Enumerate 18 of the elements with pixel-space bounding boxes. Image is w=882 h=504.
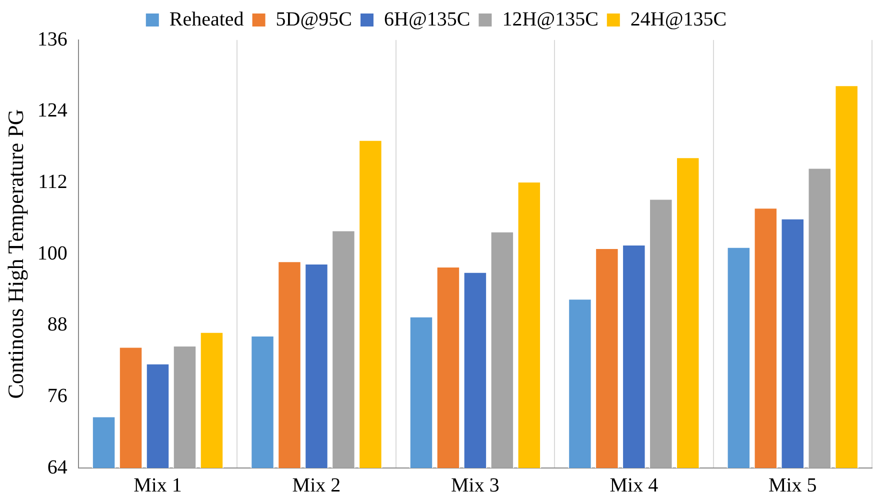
x-tick-label: Mix 3 bbox=[451, 474, 500, 496]
x-tick-label: Mix 2 bbox=[292, 474, 341, 496]
y-tick-label: 64 bbox=[47, 456, 68, 478]
legend-label: Reheated bbox=[169, 8, 244, 30]
y-axis-title: Continous High Temperature PG bbox=[2, 109, 28, 399]
legend-label: 12H@135C bbox=[502, 8, 598, 30]
legend-label: 6H@135C bbox=[384, 8, 470, 30]
y-tick-label: 124 bbox=[37, 100, 68, 122]
legend-label: 24H@135C bbox=[630, 8, 727, 30]
x-tick-label: Mix 5 bbox=[768, 474, 817, 496]
x-tick-label: Mix 1 bbox=[134, 474, 182, 496]
y-tick-label: 112 bbox=[38, 170, 68, 193]
y-tick-label: 88 bbox=[47, 314, 68, 336]
y-tick-label: 100 bbox=[37, 242, 68, 264]
y-tick-label: 76 bbox=[47, 384, 68, 407]
y-tick-label: 136 bbox=[37, 28, 68, 50]
legend-label: 5D@95C bbox=[276, 8, 352, 30]
x-tick-label: Mix 4 bbox=[610, 474, 658, 496]
